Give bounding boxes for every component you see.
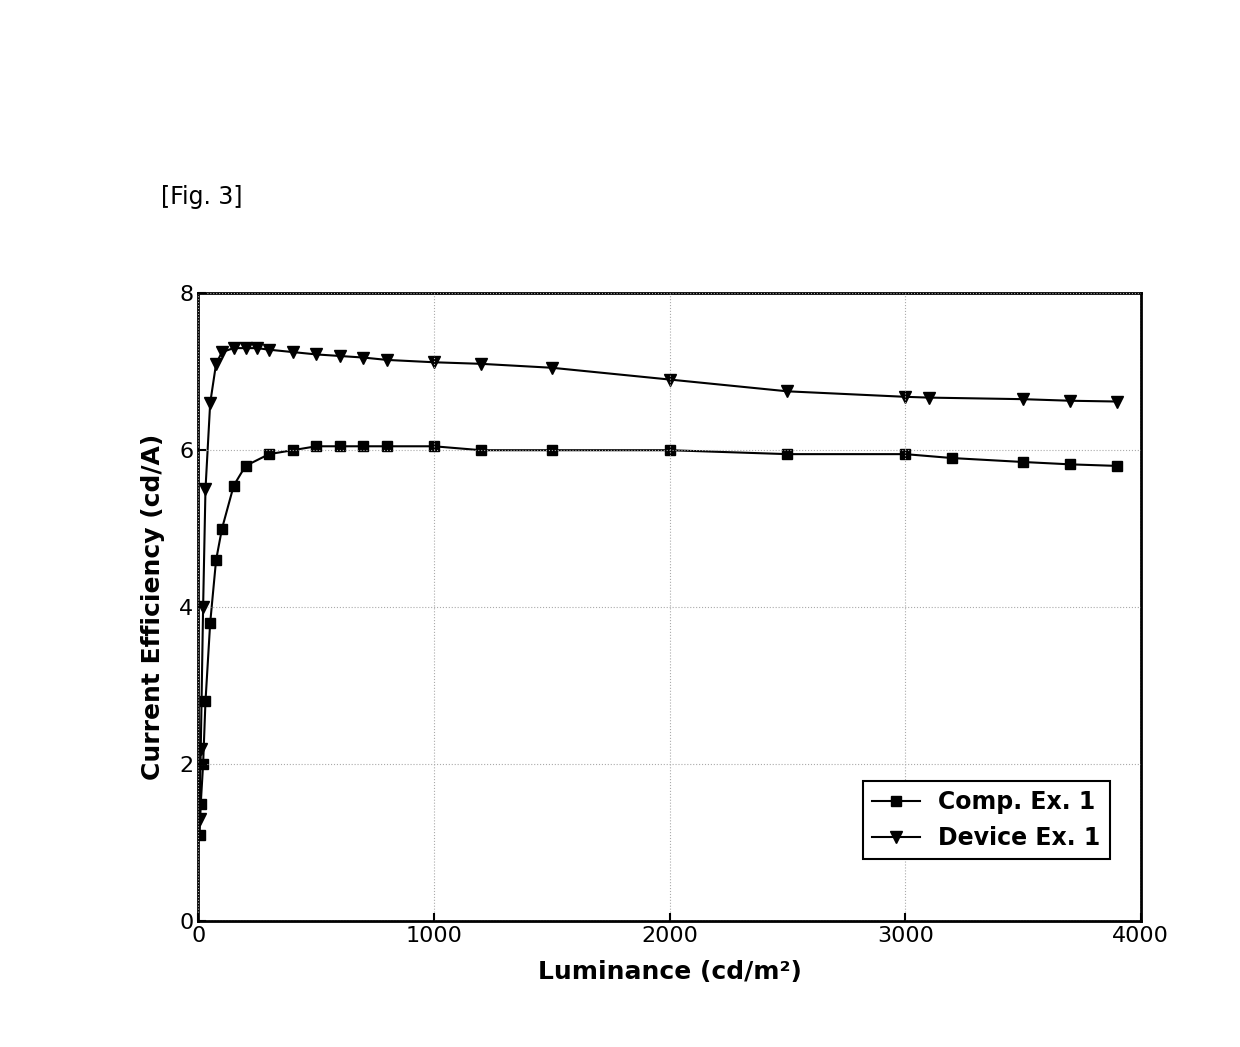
Device Ex. 1 [332, 350, 347, 362]
Comp. Ex. 1 [226, 480, 241, 492]
Device Ex. 1 [196, 601, 211, 614]
Comp. Ex. 1 [192, 829, 207, 842]
Device Ex. 1 [379, 354, 394, 366]
Comp. Ex. 1 [238, 460, 253, 472]
Device Ex. 1 [1110, 396, 1125, 408]
Device Ex. 1 [898, 391, 913, 403]
Text: [Fig. 3]: [Fig. 3] [161, 185, 243, 209]
Device Ex. 1 [309, 349, 324, 361]
Comp. Ex. 1 [203, 617, 218, 629]
Device Ex. 1 [208, 358, 223, 371]
Device Ex. 1 [285, 346, 300, 358]
Comp. Ex. 1 [898, 448, 913, 461]
Device Ex. 1 [921, 392, 936, 404]
Comp. Ex. 1 [215, 522, 229, 535]
Device Ex. 1 [192, 812, 207, 825]
Y-axis label: Current Efficiency (cd/A): Current Efficiency (cd/A) [141, 435, 165, 780]
Device Ex. 1 [238, 341, 253, 354]
Comp. Ex. 1 [196, 758, 211, 771]
Device Ex. 1 [662, 374, 677, 386]
Device Ex. 1 [780, 385, 795, 398]
Line: Comp. Ex. 1: Comp. Ex. 1 [195, 442, 1122, 840]
Comp. Ex. 1 [1110, 460, 1125, 472]
Comp. Ex. 1 [262, 448, 277, 461]
Device Ex. 1 [250, 341, 265, 354]
Device Ex. 1 [215, 346, 229, 358]
Device Ex. 1 [226, 341, 241, 354]
Comp. Ex. 1 [309, 440, 324, 452]
Comp. Ex. 1 [285, 444, 300, 456]
Comp. Ex. 1 [356, 440, 371, 452]
Device Ex. 1 [198, 484, 213, 496]
Comp. Ex. 1 [1063, 459, 1078, 471]
Line: Device Ex. 1: Device Ex. 1 [193, 342, 1122, 825]
Legend: Comp. Ex. 1, Device Ex. 1: Comp. Ex. 1, Device Ex. 1 [863, 781, 1110, 860]
Device Ex. 1 [1063, 395, 1078, 407]
Device Ex. 1 [427, 356, 441, 369]
Device Ex. 1 [544, 361, 559, 374]
Device Ex. 1 [262, 343, 277, 356]
Comp. Ex. 1 [780, 448, 795, 461]
Comp. Ex. 1 [945, 452, 960, 465]
Comp. Ex. 1 [427, 440, 441, 452]
Comp. Ex. 1 [662, 444, 677, 456]
X-axis label: Luminance (cd/m²): Luminance (cd/m²) [538, 960, 801, 984]
Comp. Ex. 1 [474, 444, 489, 456]
Comp. Ex. 1 [1016, 455, 1030, 468]
Device Ex. 1 [356, 352, 371, 364]
Device Ex. 1 [474, 358, 489, 371]
Comp. Ex. 1 [208, 554, 223, 566]
Device Ex. 1 [1016, 393, 1030, 405]
Device Ex. 1 [203, 397, 218, 409]
Comp. Ex. 1 [198, 695, 213, 708]
Comp. Ex. 1 [379, 440, 394, 452]
Comp. Ex. 1 [544, 444, 559, 456]
Comp. Ex. 1 [193, 798, 208, 810]
Device Ex. 1 [193, 742, 208, 755]
Comp. Ex. 1 [332, 440, 347, 452]
